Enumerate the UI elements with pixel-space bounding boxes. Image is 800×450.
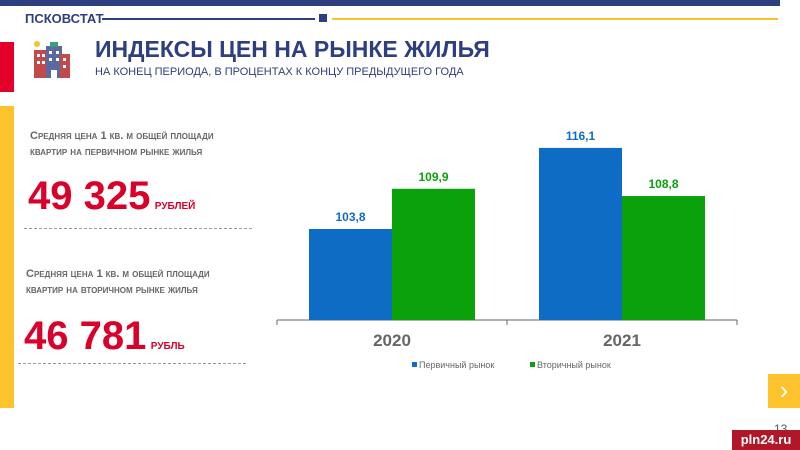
stat-unit: РУБЛЕЙ xyxy=(154,201,196,212)
divider-square xyxy=(319,14,327,22)
bar xyxy=(392,188,475,320)
data-label: 103,8 xyxy=(335,210,365,224)
stat-value: 46 781 xyxy=(24,314,147,358)
stat-secondary: 46 781 РУБЛЬ xyxy=(24,314,185,359)
page-title: ИНДЕКСЫ ЦЕН НА РЫНКЕ ЖИЛЬЯ xyxy=(95,36,490,62)
divider xyxy=(102,18,315,20)
brand: ПСКОВСТАТ xyxy=(25,11,104,26)
stat-value: 49 325 xyxy=(28,174,151,218)
data-label: 109,9 xyxy=(418,170,448,184)
building-icon xyxy=(34,41,70,78)
accent-bar xyxy=(0,42,14,92)
legend-label: Первичный рынок xyxy=(419,360,494,370)
x-tick-label: 2020 xyxy=(373,331,411,350)
legend-label: Вторичный рынок xyxy=(537,360,611,370)
data-label: 116,1 xyxy=(566,129,596,143)
x-tick-label: 2021 xyxy=(603,331,641,350)
chevron-right-icon: › xyxy=(779,375,789,405)
page-subtitle: НА КОНЕЦ ПЕРИОДА, В ПРОЦЕНТАХ К КОНЦУ ПР… xyxy=(95,66,464,78)
top-bar xyxy=(0,0,780,6)
legend-swatch xyxy=(530,362,535,367)
bar xyxy=(622,196,705,320)
divider xyxy=(18,363,246,364)
watermark: pln24.ru xyxy=(732,430,800,450)
stat-unit: РУБЛЬ xyxy=(150,341,185,352)
stat-primary: 49 325 РУБЛЕЙ xyxy=(28,174,195,219)
data-label: 108,8 xyxy=(648,177,678,191)
legend-swatch xyxy=(412,362,417,367)
bar xyxy=(539,147,622,320)
divider xyxy=(332,18,778,20)
divider xyxy=(24,228,252,229)
stat-label: Средняя цена 1 кв. м общей площади кварти… xyxy=(26,268,210,296)
bar xyxy=(309,229,392,320)
next-slide-button[interactable]: › xyxy=(768,374,800,408)
stat-label: Средняя цена 1 кв. м общей площади кварти… xyxy=(30,130,214,158)
accent-bar xyxy=(0,106,14,408)
